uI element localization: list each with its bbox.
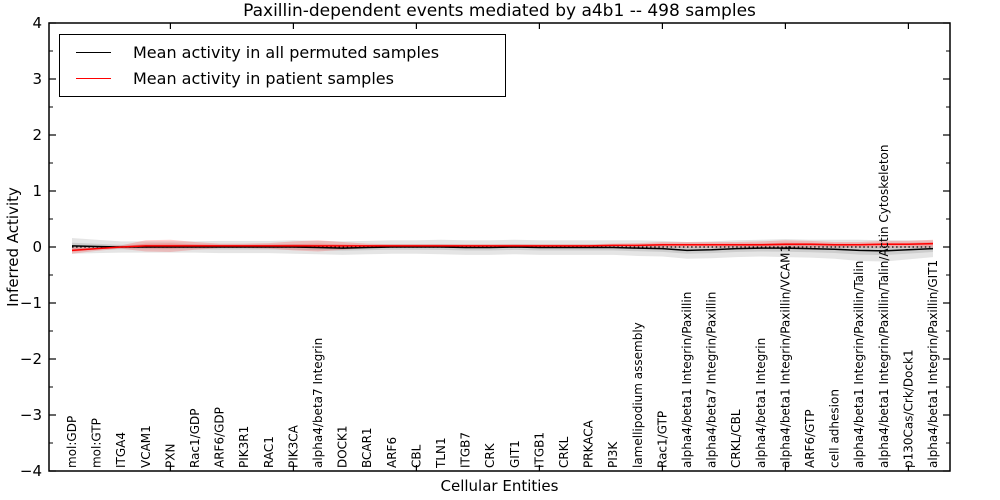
y-tick-label: 4 (32, 14, 42, 32)
x-tick-label: BCAR1 (360, 427, 374, 468)
x-tick-label: alpha4/beta1 Integrin (754, 338, 768, 468)
x-tick-label: ITGB1 (532, 432, 546, 468)
y-tick-label: 3 (32, 70, 42, 88)
x-tick-label: TLN1 (434, 437, 448, 469)
legend-entry-permuted: Mean activity in all permuted samples (60, 43, 505, 62)
x-tick-label: alpha4/beta1 Integrin/Paxillin/Talin/Act… (877, 145, 891, 468)
y-tick-label: 2 (32, 126, 42, 144)
x-tick-label: mol:GDP (65, 416, 79, 468)
x-tick-label: Rac1/GTP (655, 411, 669, 468)
x-tick-label: VCAM1 (139, 425, 153, 468)
x-tick-label: RAC1 (262, 436, 276, 468)
x-tick-label: lamellipodium assembly (631, 322, 645, 468)
x-tick-label: DOCK1 (336, 425, 350, 468)
chart-title: Paxillin-dependent events mediated by a4… (243, 1, 756, 21)
series-line (71, 242, 934, 252)
x-tick-label: alpha4/beta7 Integrin/Paxillin (705, 292, 719, 468)
x-tick-label: CRKL/CBL (729, 409, 743, 468)
x-tick-label: p130Cas/Crk/Dock1 (901, 349, 915, 468)
y-tick-label: −4 (20, 462, 42, 480)
confidence-band (72, 238, 933, 262)
legend-line-permuted-icon (76, 51, 111, 53)
x-tick-label: PXN (163, 444, 177, 468)
x-tick-label: alpha4/beta1 Integrin/Paxillin/VCAM1 (778, 245, 792, 468)
legend: Mean activity in all permuted samples Me… (59, 34, 506, 97)
y-tick-label: −2 (20, 350, 42, 368)
x-tick-label: Rac1/GDP (188, 409, 202, 468)
x-tick-label: PRKACA (582, 419, 596, 468)
y-tick-label: −1 (20, 294, 42, 312)
x-tick-label: PIK3R1 (237, 426, 251, 468)
y-tick-label: −3 (20, 406, 42, 424)
x-tick-label: alpha4/beta1 Integrin/Paxillin/Talin (852, 261, 866, 468)
y-tick-label: 0 (32, 238, 42, 256)
x-tick-label: alpha4/beta7 Integrin (311, 338, 325, 468)
x-tick-label: ARF6/GDP (213, 407, 227, 468)
x-tick-label: alpha4/beta1 Integrin/Paxillin/GIT1 (926, 260, 940, 468)
x-tick-label: ARF6/GTP (803, 409, 817, 468)
legend-entry-patient: Mean activity in patient samples (60, 69, 505, 88)
series-line (71, 245, 934, 252)
x-tick-label: ARF6 (385, 437, 399, 468)
legend-line-patient-icon (76, 78, 111, 80)
legend-label: Mean activity in all permuted samples (133, 42, 440, 62)
x-tick-label: CRKL (557, 436, 571, 468)
legend-label: Mean activity in patient samples (133, 69, 394, 89)
x-tick-label: ITGB7 (459, 432, 473, 468)
x-tick-label: PIK3CA (286, 424, 300, 468)
x-tick-label: ITGA4 (114, 432, 128, 468)
x-tick-label: CRK (483, 442, 497, 468)
x-axis-label: Cellular Entities (440, 477, 559, 495)
x-tick-label: cell adhesion (828, 389, 842, 468)
x-tick-label: alpha4/beta1 Integrin/Paxillin (680, 292, 694, 468)
y-tick-label: 1 (32, 182, 42, 200)
x-tick-label: GIT1 (508, 440, 522, 468)
x-tick-label: PI3K (606, 441, 620, 468)
x-tick-label: CBL (409, 444, 423, 468)
x-tick-label: mol:GTP (90, 418, 104, 468)
